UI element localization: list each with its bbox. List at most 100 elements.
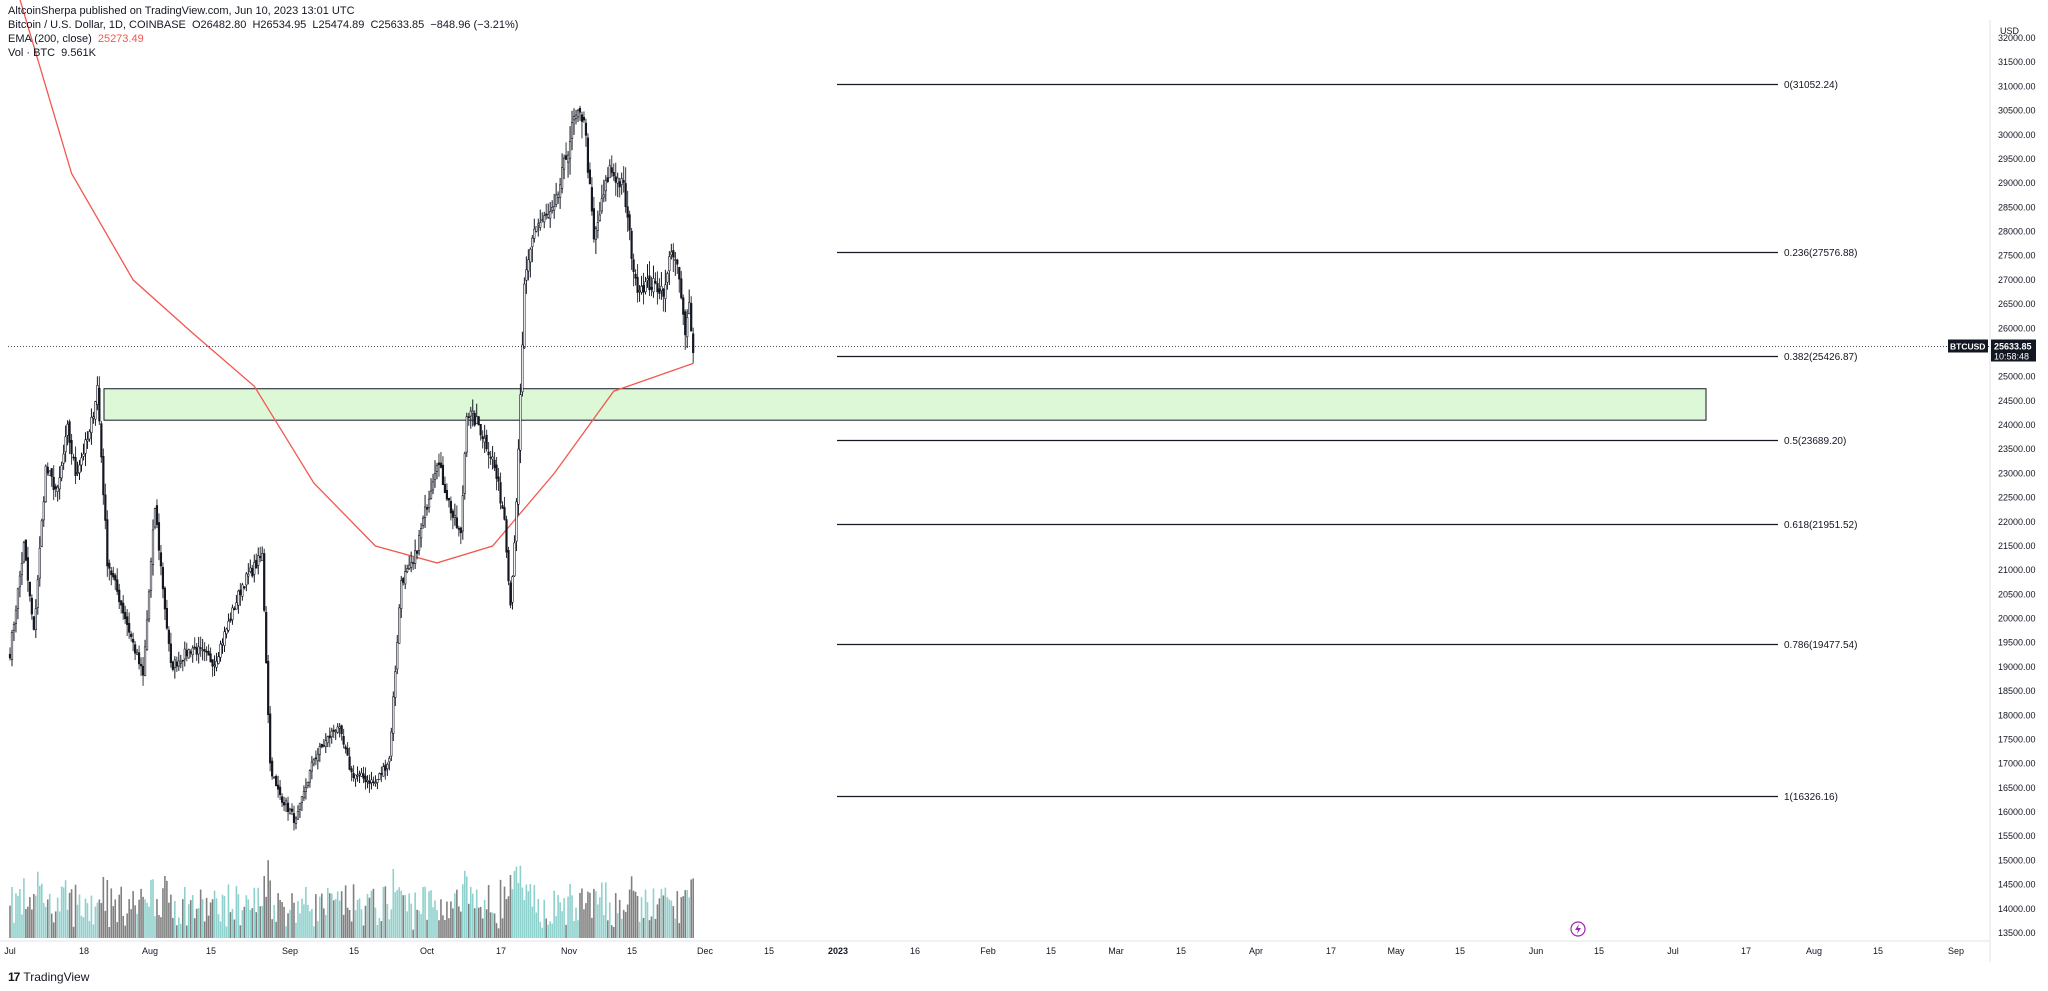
candle-body — [241, 584, 244, 597]
volume-bar — [519, 865, 522, 938]
volume-bar — [168, 902, 170, 938]
volume-bar — [52, 922, 55, 938]
tradingview-footer[interactable]: 17 TradingView — [8, 970, 89, 984]
candle-body — [465, 416, 468, 453]
candle-body — [549, 210, 552, 219]
candle-body — [485, 434, 488, 450]
volume-bar — [231, 908, 234, 938]
volume-bar — [56, 897, 59, 938]
candle-body — [36, 579, 39, 608]
volume-bar — [603, 915, 605, 938]
candle-body — [497, 476, 500, 482]
candle-body — [469, 410, 472, 417]
volume-bar — [432, 907, 434, 938]
support-zone[interactable] — [103, 388, 1707, 421]
volume-legend[interactable]: Vol · BTC 9.561K — [8, 46, 518, 60]
volume-bar — [88, 920, 91, 938]
volume-bar — [591, 917, 593, 938]
volume-bar — [674, 918, 677, 938]
candle-body — [332, 729, 335, 732]
candle-body — [604, 180, 607, 192]
volume-bar — [610, 925, 613, 938]
candle-body — [300, 796, 304, 803]
candle-body — [586, 137, 590, 173]
volume-bar — [201, 899, 204, 938]
volume-bar — [263, 876, 266, 938]
candle-body — [527, 259, 530, 272]
volume-bar — [577, 920, 579, 938]
fib-retracement-layer[interactable]: 0(31052.24) 0.236(27576.88) 0.382(25426.87… — [837, 80, 1857, 803]
candle-body — [551, 206, 554, 211]
volume-bar — [134, 905, 136, 938]
candle-body — [572, 116, 576, 121]
volume-bar — [281, 902, 283, 938]
published-line: AltcoinSherpa published on TradingView.c… — [8, 5, 355, 17]
volume-bar — [301, 898, 303, 938]
ema-legend[interactable]: EMA (200, close) 25273.49 — [8, 32, 518, 46]
volume-bar — [605, 882, 607, 938]
volume-bar — [187, 904, 190, 938]
volume-bar — [193, 918, 196, 938]
volume-bar — [632, 890, 635, 938]
price-tick-label: 30500.00 — [1998, 106, 2036, 116]
volume-bar — [176, 925, 178, 938]
price-axis[interactable]: USD 13500.00 14000.00 14500.00 15000.00 15500… — [1998, 26, 2036, 938]
volume-bar — [116, 922, 119, 938]
volume-bar — [533, 885, 536, 938]
candle-body — [658, 288, 661, 294]
candle-body — [38, 547, 41, 579]
volume-bar — [390, 909, 393, 938]
candle-body — [535, 226, 538, 232]
candle-body — [122, 602, 125, 614]
candle-body — [84, 439, 87, 454]
volume-bar — [495, 923, 498, 938]
price-tick-label: 15500.00 — [1998, 831, 2036, 841]
volume-bar — [86, 903, 89, 938]
time-tick-label: 17 — [1326, 946, 1336, 956]
candle-body — [205, 650, 208, 653]
volume-bar — [106, 880, 109, 938]
candle-body — [467, 416, 470, 418]
candle-body — [296, 811, 300, 820]
candle-body — [557, 194, 560, 198]
time-tick-label: Sep — [1948, 946, 1964, 956]
candle-body — [18, 575, 22, 588]
chart-misc — [1570, 921, 1586, 937]
volume-bar — [549, 921, 551, 938]
volume-bar — [388, 919, 391, 938]
volume-bar — [217, 914, 220, 938]
volume-bar — [37, 871, 39, 938]
volume-bar — [344, 885, 347, 938]
volume-bar — [146, 902, 148, 938]
volume-bar — [636, 896, 639, 938]
volume-bar — [150, 879, 152, 938]
candle-body — [149, 561, 153, 591]
volume-bar — [229, 912, 232, 938]
volume-bar — [535, 912, 538, 938]
volume-bar — [521, 887, 524, 938]
candle-body — [108, 562, 111, 569]
volume-bar — [585, 903, 587, 938]
candle-body — [237, 590, 240, 606]
time-tick-label: Nov — [561, 946, 578, 956]
symbol-name: Bitcoin / U.S. Dollar, 1D, COINBASE — [8, 19, 186, 31]
volume-bar — [170, 894, 172, 938]
price-tick-label: 20500.00 — [1998, 589, 2036, 599]
candle-body — [406, 568, 409, 572]
candle-body — [686, 317, 689, 338]
time-axis[interactable]: Jul 18 Aug 15 Sep 15 Oct 17 Nov 15 Dec 15 2023 16 Feb 1… — [4, 946, 1964, 956]
candle-body — [561, 167, 564, 189]
volume-bar — [78, 894, 81, 938]
candle-body — [461, 495, 464, 532]
candle-body — [167, 629, 170, 644]
candle-body — [509, 582, 512, 606]
volume-bar — [227, 884, 230, 938]
volume-bar — [313, 926, 315, 938]
candle-body — [22, 542, 26, 563]
volume-bar — [382, 886, 385, 938]
candle-body — [360, 772, 363, 777]
candle-body — [574, 114, 578, 119]
candle-body — [330, 730, 333, 738]
